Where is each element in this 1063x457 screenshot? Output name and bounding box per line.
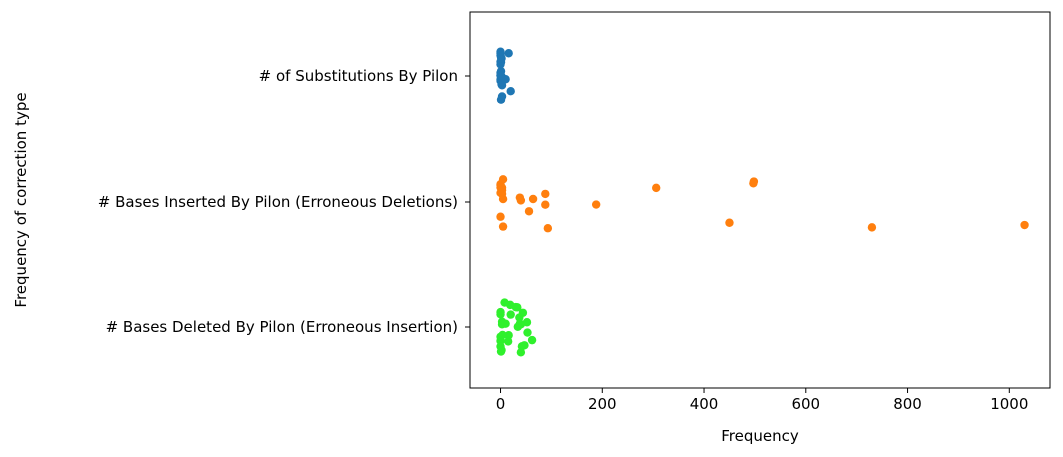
data-point (496, 71, 505, 80)
data-point (498, 222, 508, 231)
x-tick-label: 600 (791, 395, 820, 413)
data-point (541, 200, 550, 209)
data-point (1020, 220, 1029, 230)
data-point (498, 319, 508, 328)
data-point (503, 337, 513, 346)
data-point (506, 310, 515, 319)
x-tick-label: 200 (588, 395, 617, 413)
data-point (867, 223, 877, 232)
data-point (498, 330, 507, 340)
data-point (500, 298, 509, 307)
y-axis-label: Frequency of correction type (12, 92, 30, 307)
data-point (506, 86, 515, 96)
y-tick-label: # of Substitutions By Pilon (259, 67, 458, 85)
data-point (496, 310, 505, 319)
data-point (496, 212, 505, 221)
data-point (652, 183, 661, 193)
data-point (524, 207, 534, 216)
data-point (518, 308, 528, 317)
data-point (497, 54, 506, 63)
data-point (497, 189, 507, 199)
data-point (496, 95, 506, 104)
data-point (497, 183, 507, 192)
x-axis-label: Frequency (721, 427, 799, 445)
data-point (496, 342, 505, 351)
data-point (504, 49, 513, 58)
data-point (516, 196, 526, 205)
x-tick-label: 400 (690, 395, 719, 413)
data-point (528, 194, 538, 204)
data-point (725, 218, 734, 227)
data-point (496, 47, 505, 56)
data-point (504, 331, 513, 340)
data-point (513, 322, 523, 331)
plot-frame (469, 11, 1051, 389)
data-point (523, 328, 532, 337)
data-point (522, 318, 532, 327)
y-tick-label: # Bases Inserted By Pilon (Erroneous Del… (98, 193, 458, 211)
data-point (543, 224, 553, 233)
data-point (498, 175, 508, 184)
data-point (511, 302, 520, 312)
data-point (541, 189, 550, 199)
data-point (591, 200, 601, 209)
data-point (516, 348, 526, 357)
x-tick-label: 800 (893, 395, 922, 413)
data-point (749, 179, 758, 188)
x-tick-label: 1000 (990, 395, 1028, 413)
data-point (527, 335, 537, 345)
x-tick-label: 0 (496, 395, 506, 413)
y-tick-label: # Bases Deleted By Pilon (Erroneous Inse… (106, 318, 458, 336)
